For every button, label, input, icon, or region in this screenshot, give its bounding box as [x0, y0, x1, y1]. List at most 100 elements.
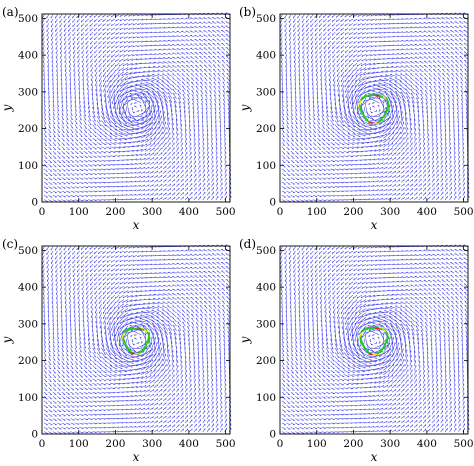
- vector-arrow: [293, 40, 296, 46]
- vector-arrow: [48, 98, 50, 103]
- vector-arrow: [194, 30, 199, 33]
- vector-arrowhead: [83, 101, 85, 104]
- vector-arrow: [295, 181, 300, 185]
- vector-arrow: [101, 120, 107, 127]
- vector-arrow: [105, 129, 112, 134]
- vector-arrow: [101, 111, 106, 119]
- vector-arrow: [317, 151, 322, 154]
- vector-arrow: [280, 23, 283, 28]
- vector-arrow: [185, 65, 190, 68]
- vector-arrowhead: [88, 110, 91, 113]
- vector-arrow: [198, 169, 201, 174]
- vector-arrow: [299, 199, 304, 202]
- vector-arrow: [212, 25, 217, 29]
- vector-arrow: [330, 137, 335, 142]
- vector-arrow: [198, 196, 202, 201]
- vector-arrow: [198, 39, 204, 42]
- vector-arrow: [281, 195, 287, 198]
- vector-arrow: [193, 187, 197, 192]
- vector-arrow: [70, 106, 73, 112]
- vector-arrow: [212, 43, 217, 46]
- vector-arrow: [98, 67, 102, 72]
- vector-arrow: [73, 58, 76, 63]
- vector-arrow: [176, 133, 179, 139]
- vector-arrow: [315, 36, 318, 41]
- vector-arrow: [290, 195, 295, 198]
- vector-arrow: [43, 168, 48, 172]
- vector-arrow: [294, 58, 296, 63]
- vector-arrow: [177, 85, 182, 90]
- vector-arrow: [312, 186, 318, 189]
- vector-arrow: [61, 111, 64, 116]
- vector-arrow: [102, 62, 107, 68]
- vector-arrow: [68, 36, 71, 41]
- vector-arrow: [74, 137, 79, 142]
- vector-arrow: [285, 54, 287, 59]
- vector-arrow: [52, 181, 57, 185]
- vector-arrow: [194, 26, 199, 29]
- vector-arrowhead: [58, 131, 60, 133]
- vector-arrow: [163, 53, 168, 55]
- vector-arrow: [280, 45, 283, 50]
- vector-arrow: [51, 49, 54, 55]
- vector-arrowhead: [51, 78, 54, 81]
- vector-arrow: [208, 51, 212, 55]
- vector-arrow: [61, 168, 66, 172]
- vector-arrow: [308, 155, 313, 159]
- vector-arrow: [298, 67, 301, 72]
- vector-arrow: [194, 52, 199, 55]
- vector-arrow: [87, 177, 93, 180]
- vector-arrowhead: [43, 92, 46, 94]
- vector-arrow: [312, 195, 318, 197]
- vector-arrow: [83, 173, 88, 175]
- vector-arrowhead: [48, 118, 51, 120]
- vector-arrow: [65, 98, 68, 103]
- vector-arrowhead: [69, 92, 72, 94]
- vector-arrow: [211, 147, 213, 152]
- vector-arrow: [211, 178, 214, 183]
- vector-arrow: [90, 49, 93, 54]
- vector-arrow: [80, 18, 85, 23]
- vector-arrow: [203, 21, 208, 24]
- vector-arrowhead: [78, 92, 80, 95]
- vector-arrow: [101, 133, 107, 138]
- vector-arrow: [216, 38, 221, 42]
- vector-arrow: [74, 168, 79, 171]
- vector-arrow: [101, 124, 107, 130]
- panel-label: (a): [2, 5, 19, 19]
- vector-arrow: [85, 32, 89, 36]
- vector-arrowhead: [51, 70, 53, 72]
- vector-arrow: [52, 186, 57, 189]
- vector-arrow: [51, 32, 54, 37]
- vector-arrowhead: [78, 87, 80, 90]
- vector-arrow: [110, 151, 116, 153]
- vector-arrow: [52, 159, 57, 163]
- vector-arrow: [74, 106, 77, 112]
- vector-arrowhead: [67, 131, 69, 133]
- vector-arrow: [329, 80, 331, 86]
- vector-arrow: [190, 64, 195, 68]
- vector-arrow: [55, 27, 58, 32]
- vector-arrow: [92, 181, 97, 184]
- vector-arrow: [312, 155, 317, 159]
- vector-arrow: [98, 45, 102, 49]
- vector-arrowhead: [58, 136, 61, 138]
- vector-arrow: [55, 40, 58, 46]
- vector-arrow: [82, 80, 85, 86]
- vector-arrow: [83, 159, 88, 163]
- vector-arrow: [343, 137, 350, 141]
- vector-arrow: [90, 45, 93, 50]
- vector-arrow: [311, 58, 314, 63]
- vector-arrow: [216, 34, 221, 38]
- vector-arrow: [87, 137, 93, 142]
- vector-arrow: [87, 195, 93, 197]
- vector-arrow: [224, 187, 227, 192]
- vector-arrow: [42, 40, 45, 46]
- vector-arrow: [302, 49, 305, 55]
- vector-arrow: [317, 159, 322, 163]
- vector-arrow: [328, 45, 331, 50]
- vector-arrow: [92, 177, 97, 179]
- vector-arrow: [167, 35, 173, 38]
- vector-arrow: [315, 49, 318, 54]
- vector-arrow: [61, 177, 66, 180]
